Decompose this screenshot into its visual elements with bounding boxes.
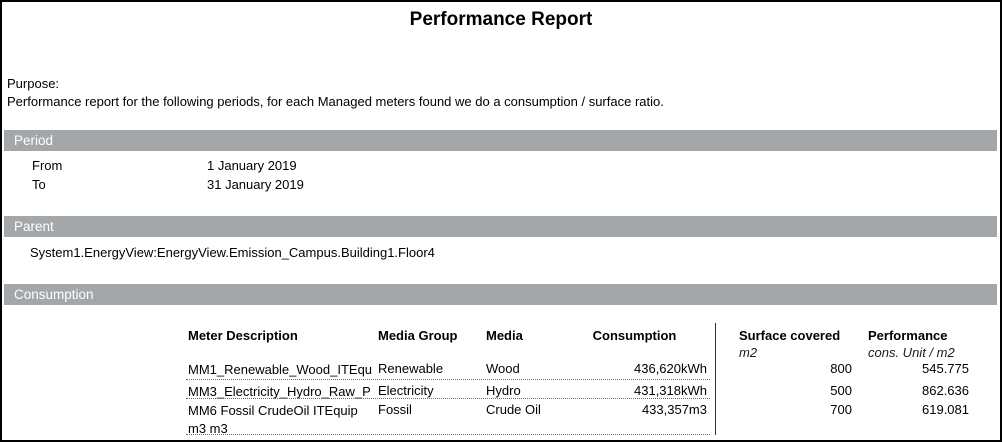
column-header-performance: Performance	[868, 328, 948, 343]
table-bottom-divider	[186, 434, 710, 435]
cell-media: Crude Oil	[486, 402, 541, 417]
cell-meter-description: MM6 Fossil CrudeOil ITEquip m3 m3	[188, 403, 358, 436]
cell-media: Hydro	[486, 383, 521, 398]
cell-media-group: Renewable	[378, 361, 444, 376]
column-subheader-performance-unit: cons. Unit / m2	[868, 345, 955, 360]
period-section-header: Period	[4, 130, 997, 151]
cell-meter-description: MM3_Electricity_Hydro_Raw_P	[188, 384, 371, 399]
parent-section-header: Parent	[4, 216, 997, 237]
period-from-label: From	[32, 158, 63, 173]
cell-media-group: Electricity	[378, 383, 434, 398]
cell-performance: 862.636	[922, 383, 969, 398]
consumption-section-header: Consumption	[4, 284, 997, 305]
cell-media: Wood	[486, 361, 520, 376]
column-header-media: Media	[486, 328, 523, 343]
cell-surface-covered: 500	[830, 383, 852, 398]
column-header-meter-description: Meter Description	[188, 328, 298, 343]
cell-meter-description: MM1_Renewable_Wood_ITEqu	[188, 362, 373, 377]
period-from-value: 1 January 2019	[207, 158, 297, 173]
column-header-media-group: Media Group	[378, 328, 458, 343]
table-vertical-divider	[715, 323, 716, 435]
period-to-value: 31 January 2019	[207, 177, 304, 192]
purpose-label: Purpose:	[7, 76, 60, 91]
cell-surface-covered: 700	[830, 402, 852, 417]
column-subheader-surface-unit: m2	[739, 345, 758, 360]
cell-consumption: 431,318kWh	[634, 383, 707, 398]
cell-consumption: 436,620kWh	[634, 361, 707, 376]
period-to-label: To	[32, 177, 46, 192]
row-divider	[186, 398, 710, 399]
page-title: Performance Report	[409, 9, 593, 30]
cell-surface-covered: 800	[830, 361, 852, 376]
cell-performance: 545.775	[922, 361, 969, 376]
row-divider	[186, 379, 710, 380]
cell-consumption: 433,357m3	[641, 402, 707, 417]
cell-performance: 619.081	[922, 402, 969, 417]
column-header-consumption: Consumption	[592, 328, 677, 343]
purpose-description: Performance report for the following per…	[7, 94, 664, 109]
parent-path: System1.EnergyView:EnergyView.Emission_C…	[30, 245, 435, 260]
cell-media-group: Fossil	[378, 402, 412, 417]
column-header-surface-covered: Surface covered	[739, 328, 841, 343]
